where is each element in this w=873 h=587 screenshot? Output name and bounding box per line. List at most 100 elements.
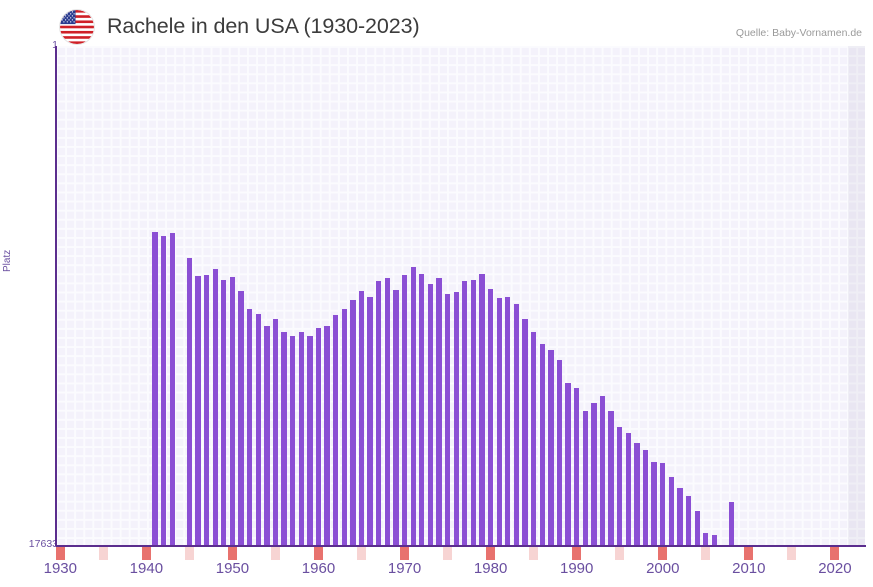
x-tick-major	[55, 547, 65, 560]
bar[interactable]	[384, 278, 390, 546]
us-flag-icon	[60, 10, 94, 44]
bar[interactable]	[315, 327, 322, 546]
bar[interactable]	[238, 290, 244, 546]
x-tick-minor	[270, 547, 280, 560]
bar[interactable]	[221, 279, 227, 546]
x-tick-minor	[443, 547, 453, 560]
bar[interactable]	[651, 461, 657, 546]
bar[interactable]	[272, 318, 279, 546]
bar[interactable]	[212, 269, 218, 546]
bar[interactable]	[229, 276, 236, 546]
bar[interactable]	[470, 279, 477, 546]
bar[interactable]	[393, 290, 399, 546]
bar[interactable]	[487, 288, 494, 546]
bar[interactable]	[298, 331, 304, 546]
bar[interactable]	[496, 298, 502, 546]
x-tick-minor	[701, 547, 711, 560]
bar[interactable]	[350, 300, 356, 546]
bar[interactable]	[574, 387, 580, 546]
bar[interactable]	[513, 304, 520, 546]
bar[interactable]	[539, 344, 545, 546]
x-tick-major	[486, 547, 496, 560]
source-attribution: Quelle: Baby-Vornamen.de	[735, 27, 862, 39]
bar[interactable]	[246, 309, 253, 546]
bar[interactable]	[444, 294, 451, 546]
bar[interactable]	[376, 281, 382, 546]
x-tick-major	[141, 547, 151, 560]
bar[interactable]	[307, 336, 313, 546]
x-axis-ticks	[55, 547, 865, 560]
x-axis-tick-label: 2000	[646, 560, 680, 577]
x-axis-labels: 1930 1940 1950 1960 1970 1980 1990 2000 2010 2020	[0, 560, 873, 587]
bar[interactable]	[169, 233, 175, 546]
bar[interactable]	[694, 510, 700, 546]
bar[interactable]	[642, 449, 649, 546]
bar[interactable]	[565, 383, 571, 546]
bar[interactable]	[599, 395, 606, 546]
bar[interactable]	[401, 274, 408, 546]
bar[interactable]	[281, 332, 287, 546]
x-axis-tick-label: 1980	[473, 560, 508, 577]
bar[interactable]	[505, 296, 511, 546]
x-tick-minor	[615, 547, 625, 560]
plot-area	[56, 46, 865, 546]
x-axis-tick-label: 1940	[129, 560, 164, 577]
x-tick-major	[744, 547, 754, 560]
bar[interactable]	[608, 410, 614, 546]
bar[interactable]	[685, 496, 692, 546]
bar[interactable]	[410, 266, 416, 546]
bar[interactable]	[634, 442, 640, 546]
x-tick-minor	[787, 547, 797, 560]
bar[interactable]	[462, 281, 468, 546]
x-axis-tick-label: 2020	[818, 560, 852, 577]
bar[interactable]	[703, 532, 709, 546]
bar[interactable]	[341, 309, 347, 546]
bar[interactable]	[522, 318, 528, 546]
bar[interactable]	[152, 232, 158, 546]
x-tick-major	[830, 547, 840, 560]
page-title: Rachele in den USA (1930-2023)	[107, 14, 420, 38]
y-axis-label-top: 1	[52, 39, 58, 51]
x-axis-tick-label: 1970	[387, 560, 422, 577]
bar[interactable]	[591, 402, 597, 546]
x-axis-tick-label: 1960	[301, 560, 336, 577]
bar[interactable]	[617, 426, 623, 546]
bar[interactable]	[358, 290, 365, 546]
bar[interactable]	[668, 477, 675, 546]
bar[interactable]	[711, 534, 718, 546]
bars-layer	[56, 46, 865, 546]
bar[interactable]	[195, 276, 201, 546]
bar[interactable]	[625, 432, 631, 546]
y-axis-line	[55, 46, 57, 546]
bar[interactable]	[660, 463, 666, 546]
bar[interactable]	[453, 291, 459, 546]
bar[interactable]	[530, 332, 537, 546]
bar[interactable]	[264, 325, 270, 546]
bar[interactable]	[160, 235, 167, 546]
bar[interactable]	[427, 283, 434, 546]
x-tick-minor	[529, 547, 539, 560]
bar[interactable]	[186, 258, 193, 546]
y-axis-title: Platz	[2, 249, 13, 272]
x-tick-minor	[184, 547, 194, 560]
x-tick-major	[572, 547, 582, 560]
bar[interactable]	[203, 274, 210, 546]
x-axis-tick-label: 2010	[732, 560, 766, 577]
bar[interactable]	[677, 487, 683, 546]
bar[interactable]	[582, 410, 588, 546]
bar[interactable]	[548, 349, 554, 546]
bar[interactable]	[728, 501, 735, 546]
bar[interactable]	[333, 315, 339, 546]
bar[interactable]	[367, 296, 373, 546]
bar[interactable]	[419, 273, 425, 546]
x-tick-major	[400, 547, 410, 560]
bar[interactable]	[255, 314, 261, 546]
bar[interactable]	[436, 277, 442, 546]
bar[interactable]	[479, 273, 485, 546]
x-tick-major	[313, 547, 323, 560]
bar[interactable]	[290, 336, 296, 546]
chart-header: Rachele in den USA (1930-2023) Quelle: B…	[0, 0, 873, 46]
bar[interactable]	[324, 325, 330, 546]
bar[interactable]	[556, 359, 563, 546]
